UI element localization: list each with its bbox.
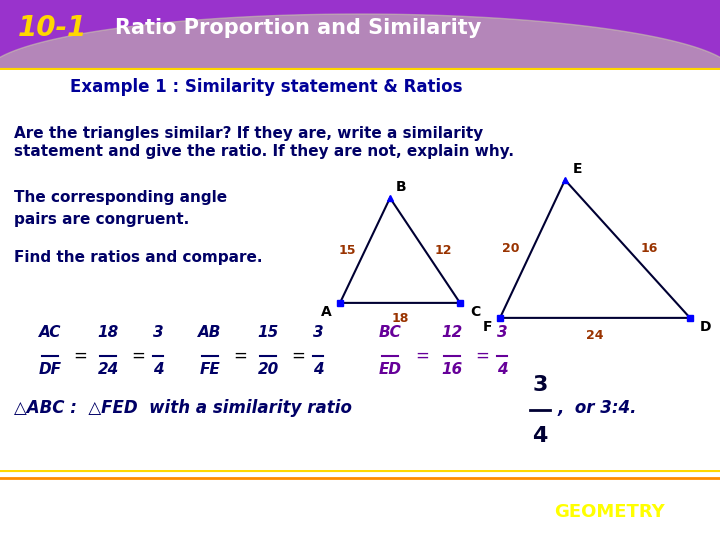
Text: 15: 15	[257, 325, 279, 340]
Text: 18: 18	[97, 325, 119, 340]
Text: =: =	[131, 347, 145, 365]
Text: △ABC :  △FED  with a similarity ratio: △ABC : △FED with a similarity ratio	[14, 399, 352, 417]
Text: 3: 3	[312, 325, 323, 340]
Text: =: =	[415, 347, 429, 365]
Text: 4: 4	[153, 362, 163, 377]
Text: 4: 4	[497, 362, 508, 377]
Text: 4: 4	[312, 362, 323, 377]
Text: DF: DF	[38, 362, 61, 377]
Text: Ratio Proportion and Similarity: Ratio Proportion and Similarity	[115, 18, 482, 38]
Text: ,  or 3:4.: , or 3:4.	[558, 399, 637, 417]
Text: D: D	[700, 320, 711, 334]
Text: 18: 18	[391, 312, 409, 326]
Text: =: =	[291, 347, 305, 365]
Text: Are the triangles similar? If they are, write a similarity: Are the triangles similar? If they are, …	[14, 126, 483, 141]
Text: 16: 16	[641, 242, 658, 255]
Text: 12: 12	[441, 325, 463, 340]
Text: A: A	[320, 305, 331, 319]
Text: E: E	[573, 162, 582, 176]
Text: The corresponding angle: The corresponding angle	[14, 190, 227, 205]
Text: =: =	[233, 347, 247, 365]
Text: C: C	[470, 305, 480, 319]
Text: 24: 24	[586, 329, 604, 342]
Text: =: =	[73, 347, 87, 365]
Text: Example 1 : Similarity statement & Ratios: Example 1 : Similarity statement & Ratio…	[70, 78, 463, 96]
Text: Find the ratios and compare.: Find the ratios and compare.	[14, 250, 263, 265]
Text: 20: 20	[257, 362, 279, 377]
Text: AC: AC	[39, 325, 61, 340]
Text: GEOMETRY: GEOMETRY	[554, 503, 665, 521]
Text: 4: 4	[532, 426, 548, 446]
Text: statement and give the ratio. If they are not, explain why.: statement and give the ratio. If they ar…	[14, 144, 514, 159]
Text: 3: 3	[497, 325, 508, 340]
Text: AB: AB	[198, 325, 222, 340]
FancyBboxPatch shape	[0, 0, 720, 70]
Text: FE: FE	[199, 362, 220, 377]
Text: 3: 3	[153, 325, 163, 340]
Text: ED: ED	[379, 362, 402, 377]
Text: 16: 16	[441, 362, 463, 377]
Text: F: F	[483, 320, 492, 334]
Text: 3: 3	[532, 375, 548, 395]
Text: 10-1: 10-1	[18, 14, 87, 42]
Text: B: B	[396, 180, 407, 194]
Text: 12: 12	[434, 244, 451, 257]
Text: pairs are congruent.: pairs are congruent.	[14, 212, 189, 227]
Text: BC: BC	[379, 325, 402, 340]
Text: =: =	[475, 347, 489, 365]
Text: 24: 24	[97, 362, 119, 377]
Text: 15: 15	[338, 244, 356, 257]
Polygon shape	[0, 14, 720, 73]
Text: 20: 20	[502, 242, 519, 255]
